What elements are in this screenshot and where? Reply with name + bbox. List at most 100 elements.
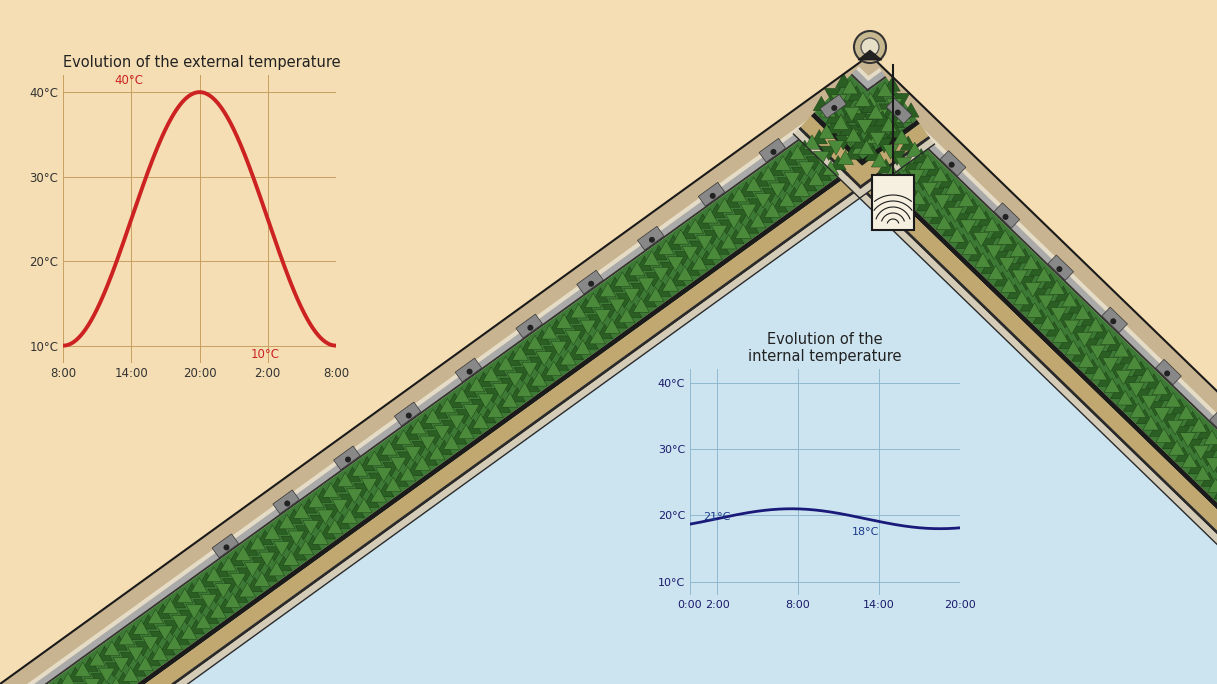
Polygon shape	[274, 542, 290, 556]
Polygon shape	[666, 235, 682, 250]
Polygon shape	[893, 93, 910, 108]
Polygon shape	[157, 626, 173, 640]
Polygon shape	[471, 399, 487, 414]
Polygon shape	[319, 525, 336, 539]
Polygon shape	[120, 653, 136, 667]
Polygon shape	[863, 92, 879, 107]
Polygon shape	[103, 641, 120, 655]
Circle shape	[949, 161, 954, 168]
Polygon shape	[601, 304, 618, 319]
Polygon shape	[888, 151, 905, 166]
Polygon shape	[938, 174, 955, 188]
Polygon shape	[551, 341, 567, 356]
Polygon shape	[1030, 261, 1045, 276]
Polygon shape	[125, 625, 142, 640]
Polygon shape	[326, 519, 343, 534]
Polygon shape	[740, 204, 757, 218]
Polygon shape	[1154, 408, 1171, 422]
Polygon shape	[863, 126, 880, 140]
Polygon shape	[279, 514, 295, 529]
Polygon shape	[874, 111, 891, 125]
Polygon shape	[10, 68, 882, 684]
Polygon shape	[333, 446, 360, 470]
Polygon shape	[790, 145, 806, 160]
Polygon shape	[1162, 434, 1178, 449]
Polygon shape	[703, 231, 720, 245]
Polygon shape	[128, 647, 144, 661]
Polygon shape	[483, 367, 499, 381]
Polygon shape	[155, 604, 172, 618]
Polygon shape	[859, 134, 875, 148]
Polygon shape	[864, 114, 881, 129]
Polygon shape	[655, 282, 671, 296]
Circle shape	[285, 501, 291, 506]
Polygon shape	[797, 140, 813, 155]
Polygon shape	[52, 678, 69, 684]
Polygon shape	[974, 233, 989, 247]
Polygon shape	[757, 208, 773, 222]
Polygon shape	[630, 283, 647, 298]
Polygon shape	[486, 389, 501, 403]
Polygon shape	[405, 447, 421, 461]
Polygon shape	[887, 123, 903, 137]
Polygon shape	[856, 98, 871, 112]
Polygon shape	[992, 251, 1009, 265]
Polygon shape	[454, 388, 470, 402]
Polygon shape	[176, 588, 194, 603]
Polygon shape	[1098, 372, 1114, 386]
Polygon shape	[902, 163, 918, 178]
Polygon shape	[702, 209, 718, 223]
Polygon shape	[399, 466, 416, 481]
Polygon shape	[680, 224, 696, 239]
Polygon shape	[1149, 422, 1166, 436]
Circle shape	[346, 456, 350, 462]
Polygon shape	[573, 326, 589, 340]
Polygon shape	[981, 259, 998, 274]
Polygon shape	[1129, 403, 1146, 417]
Polygon shape	[1156, 428, 1172, 443]
Polygon shape	[1207, 478, 1217, 492]
Polygon shape	[259, 552, 275, 566]
Polygon shape	[947, 207, 964, 222]
Polygon shape	[1038, 295, 1054, 309]
Polygon shape	[123, 667, 139, 681]
Polygon shape	[994, 203, 1020, 228]
Polygon shape	[427, 431, 443, 445]
Polygon shape	[172, 616, 187, 630]
Polygon shape	[531, 371, 548, 386]
Polygon shape	[425, 409, 441, 423]
Polygon shape	[1156, 359, 1182, 384]
Polygon shape	[897, 178, 914, 192]
Polygon shape	[1117, 391, 1133, 405]
Polygon shape	[240, 583, 256, 597]
Polygon shape	[764, 203, 780, 218]
Polygon shape	[769, 183, 786, 198]
Polygon shape	[0, 131, 1217, 684]
Polygon shape	[1193, 445, 1208, 460]
Polygon shape	[1005, 264, 1021, 278]
Polygon shape	[1128, 383, 1144, 397]
Polygon shape	[420, 436, 436, 451]
Polygon shape	[949, 228, 965, 242]
Polygon shape	[644, 251, 660, 265]
Polygon shape	[1103, 358, 1118, 372]
Polygon shape	[89, 652, 106, 666]
Polygon shape	[930, 209, 946, 224]
Text: 18°C: 18°C	[852, 527, 880, 538]
Polygon shape	[1111, 384, 1127, 399]
Polygon shape	[952, 186, 968, 200]
Polygon shape	[509, 387, 526, 402]
Circle shape	[710, 193, 716, 199]
Polygon shape	[213, 562, 229, 577]
Polygon shape	[421, 451, 438, 465]
Polygon shape	[191, 578, 207, 592]
Polygon shape	[980, 239, 996, 253]
Polygon shape	[961, 240, 978, 254]
Polygon shape	[820, 146, 837, 161]
Polygon shape	[113, 657, 129, 672]
Polygon shape	[242, 541, 258, 555]
Polygon shape	[986, 245, 1002, 259]
Polygon shape	[296, 526, 312, 540]
Polygon shape	[999, 257, 1015, 272]
Polygon shape	[560, 351, 577, 365]
